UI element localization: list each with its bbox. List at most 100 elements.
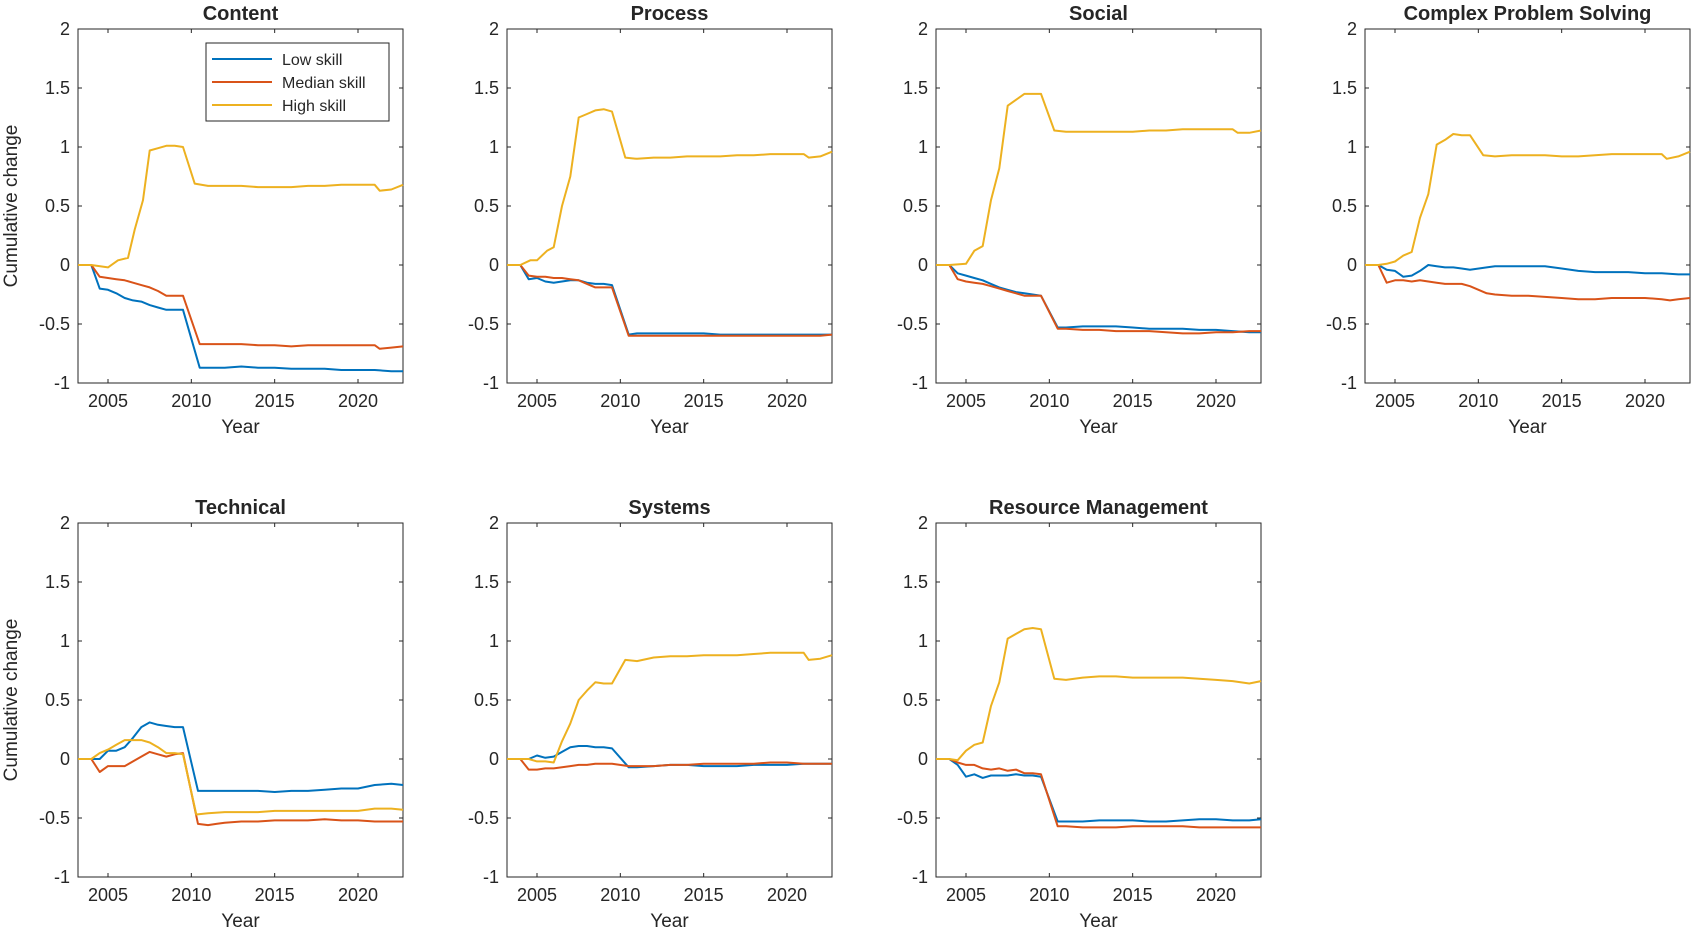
y-tick-label: 1.5 [474,572,499,592]
y-tick-label: 1 [1347,137,1357,157]
subplot-7: -1 -0.5 0 0.5 1 1.5 2 2005 2010 2015 2020 Resource … [897,497,1262,932]
x-tick-label: 2020 [1196,391,1236,411]
x-tick-label: 2020 [1196,885,1236,905]
x-tick-label: 2015 [255,885,295,905]
x-tick-label: 2015 [1542,391,1582,411]
y-tick-label: 1 [60,631,70,651]
y-tick-label: 0.5 [1332,196,1357,216]
legend: Low skill Median skill High skill [205,42,390,122]
x-tick-label: 2010 [171,885,211,905]
y-tick-label: -1 [483,867,499,887]
plot-area [935,522,1262,878]
x-tick-label: 2005 [88,391,128,411]
y-tick-label: 2 [1347,19,1357,39]
subplot-title: Systems [628,497,710,519]
series-line-high-skill [507,651,833,764]
x-tick-label: 2010 [1458,391,1498,411]
y-tick-label: -0.5 [468,808,499,828]
y-tick-label: 0.5 [903,690,928,710]
y-tick-label: 1 [489,631,499,651]
plot-area [1364,28,1691,384]
legend-label-median: Median skill [282,75,366,92]
y-tick-label: -0.5 [897,314,928,334]
y-tick-label: -1 [54,373,70,393]
y-tick-label: 1.5 [1332,78,1357,98]
y-tick-label: 0 [918,255,928,275]
y-tick-label: 0 [1347,255,1357,275]
series-line-median-skill [507,264,833,337]
subplot-3: -1 -0.5 0 0.5 1 1.5 2 2005 2010 2015 2020 Social Yea… [897,3,1262,438]
y-tick-label: 1.5 [903,572,928,592]
series-line-high-skill [936,627,1262,762]
x-tick-label: 2015 [1113,885,1153,905]
x-tick-label: 2020 [338,885,378,905]
y-axis-label: Cumulative change [1,125,22,288]
y-tick-label: -1 [483,373,499,393]
y-tick-label: 2 [60,19,70,39]
y-tick-label: -1 [912,373,928,393]
series-line-median-skill [936,264,1261,335]
y-tick-label: 0.5 [474,690,499,710]
x-tick-label: 2010 [600,885,640,905]
subplot-title: Process [631,3,709,25]
subplot-4: -1 -0.5 0 0.5 1 1.5 2 2005 2010 2015 2020 Complex P… [1326,3,1691,438]
x-tick-label: 2010 [1029,885,1069,905]
series-line-median-skill [936,758,1261,829]
x-axis-label: Year [221,417,260,438]
subplot-title: Content [203,3,279,25]
y-tick-label: -0.5 [468,314,499,334]
series-line-high-skill [1365,133,1691,266]
y-tick-label: 2 [489,513,499,533]
y-tick-label: 0 [489,749,499,769]
x-axis-label: Year [650,911,689,932]
plot-area [77,522,404,878]
plot-area [506,28,833,384]
y-tick-label: 1 [489,137,499,157]
plot-area [506,522,833,878]
y-tick-label: 0.5 [45,690,70,710]
series-line-median-skill [78,264,404,350]
y-tick-label: 2 [918,513,928,533]
series-line-low-skill [78,721,404,793]
y-tick-label: 1.5 [45,78,70,98]
subplot-5: -1 -0.5 0 0.5 1 1.5 2 2005 2010 2015 2020 Technical… [1,497,404,932]
y-tick-label: 1.5 [45,572,70,592]
series-line-median-skill [1365,264,1691,302]
y-tick-label: -0.5 [897,808,928,828]
series-line-low-skill [936,758,1262,823]
x-tick-label: 2005 [946,885,986,905]
y-tick-label: -0.5 [39,808,70,828]
series-line-low-skill [507,745,832,769]
y-tick-label: 2 [918,19,928,39]
x-axis-label: Year [221,911,260,932]
y-tick-label: -1 [54,867,70,887]
x-tick-label: 2020 [1625,391,1665,411]
x-tick-label: 2005 [517,391,557,411]
y-tick-label: 1 [60,137,70,157]
y-tick-label: 0 [60,749,70,769]
x-tick-label: 2015 [255,391,295,411]
x-tick-label: 2005 [946,391,986,411]
x-tick-label: 2020 [767,885,807,905]
series-line-median-skill [78,750,403,827]
x-tick-label: 2020 [338,391,378,411]
x-tick-label: 2020 [767,391,807,411]
subplot-title: Resource Management [989,497,1208,519]
legend-label-low: Low skill [282,52,342,69]
x-axis-label: Year [650,417,689,438]
y-tick-label: 1.5 [903,78,928,98]
series-line-high-skill [936,92,1262,266]
y-tick-label: -1 [1341,373,1357,393]
y-tick-label: 1 [918,631,928,651]
series-line-high-skill [507,108,833,266]
y-tick-label: 0.5 [903,196,928,216]
y-tick-label: 0 [489,255,499,275]
subplot-title: Complex Problem Solving [1404,3,1652,25]
y-tick-label: 0.5 [474,196,499,216]
x-tick-label: 2005 [1375,391,1415,411]
series-line-high-skill [78,144,404,269]
x-axis-label: Year [1079,911,1118,932]
y-tick-label: 0 [60,255,70,275]
